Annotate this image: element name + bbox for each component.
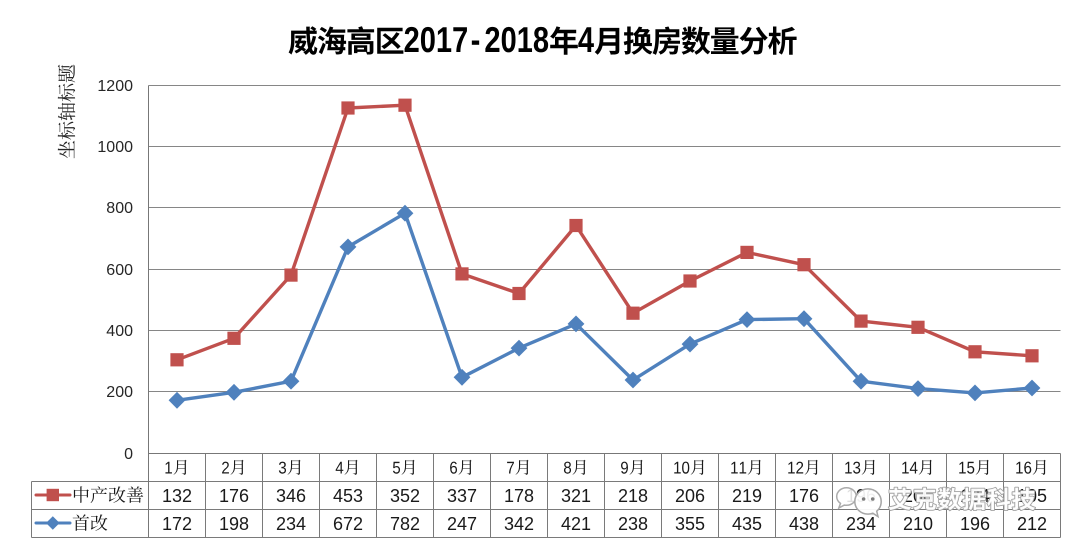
- svg-text:421: 421: [561, 514, 591, 534]
- svg-text:1200: 1200: [97, 78, 133, 95]
- svg-text:234: 234: [846, 514, 876, 534]
- svg-text:672: 672: [333, 514, 363, 534]
- svg-text:355: 355: [675, 514, 705, 534]
- svg-text:346: 346: [276, 486, 306, 506]
- svg-text:238: 238: [618, 514, 648, 534]
- svg-text:218: 218: [618, 486, 648, 506]
- svg-text:172: 172: [162, 514, 192, 534]
- svg-text:1000: 1000: [97, 139, 133, 156]
- svg-text:800: 800: [106, 200, 133, 217]
- svg-text:782: 782: [390, 514, 420, 534]
- svg-text:178: 178: [504, 486, 534, 506]
- svg-text:400: 400: [106, 323, 133, 340]
- svg-text:342: 342: [504, 514, 534, 534]
- svg-text:247: 247: [447, 514, 477, 534]
- svg-text:438: 438: [789, 514, 819, 534]
- svg-text:234: 234: [276, 514, 306, 534]
- svg-text:219: 219: [732, 486, 762, 506]
- svg-text:321: 321: [561, 486, 591, 506]
- svg-text:132: 132: [162, 486, 192, 506]
- svg-text:210: 210: [903, 514, 933, 534]
- svg-text:200: 200: [106, 384, 133, 401]
- svg-text:212: 212: [1017, 514, 1047, 534]
- svg-text:435: 435: [732, 514, 762, 534]
- svg-text:0: 0: [124, 446, 133, 463]
- svg-text:337: 337: [447, 486, 477, 506]
- svg-text:352: 352: [390, 486, 420, 506]
- svg-text:206: 206: [675, 486, 705, 506]
- svg-text:453: 453: [333, 486, 363, 506]
- svg-text:600: 600: [106, 262, 133, 279]
- svg-text:196: 196: [960, 514, 990, 534]
- svg-text:198: 198: [219, 514, 249, 534]
- svg-text:176: 176: [789, 486, 819, 506]
- svg-text:176: 176: [219, 486, 249, 506]
